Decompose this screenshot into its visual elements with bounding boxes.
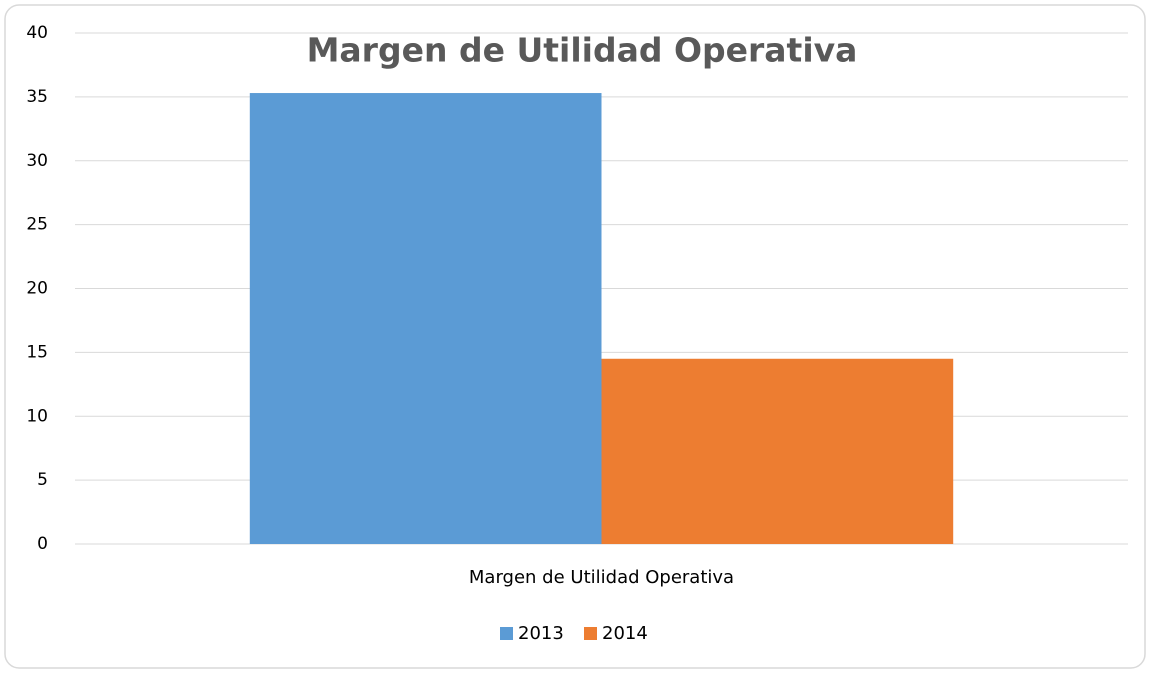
y-tick-label: 0	[37, 534, 48, 554]
y-tick-label: 35	[26, 87, 48, 107]
y-tick-label: 20	[26, 279, 48, 299]
legend-swatch	[584, 627, 597, 640]
y-tick-label: 25	[26, 215, 48, 235]
bar	[249, 93, 602, 544]
legend-swatch	[500, 627, 513, 640]
chart-title: Margen de Utilidad Operativa	[307, 31, 858, 70]
y-tick-label: 30	[26, 151, 48, 171]
legend-label: 2013	[518, 623, 564, 644]
y-tick-label: 15	[26, 342, 48, 362]
legend-label: 2014	[602, 623, 648, 644]
y-tick-label: 5	[37, 470, 48, 490]
x-tick-label: Margen de Utilidad Operativa	[469, 567, 734, 588]
y-tick-label: 40	[26, 23, 48, 43]
bar	[601, 358, 954, 544]
y-tick-label: 10	[26, 406, 48, 426]
